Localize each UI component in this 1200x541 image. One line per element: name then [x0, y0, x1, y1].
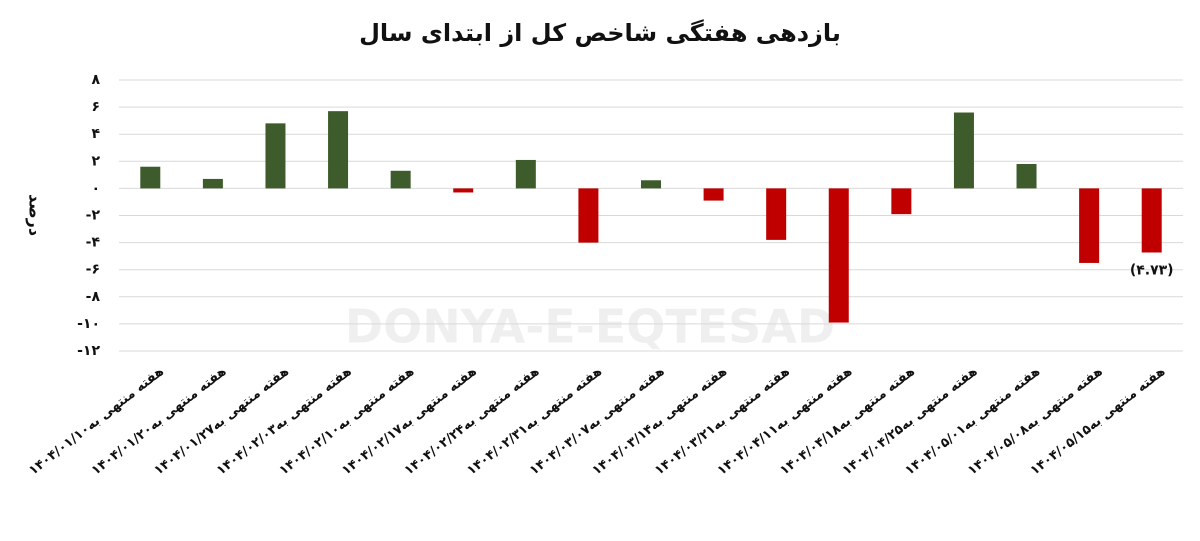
bar: [265, 123, 286, 189]
y-tick-label: ۲: [91, 153, 100, 169]
y-tick-label: -۶: [86, 262, 100, 278]
bar: [390, 170, 411, 189]
bar: [766, 188, 787, 240]
bar: [1079, 188, 1100, 263]
bar: [140, 166, 161, 189]
y-tick-label: -۲: [86, 208, 101, 224]
y-axis-title: درصد: [26, 194, 45, 236]
bar: [453, 188, 474, 193]
y-tick-label: -۱۲: [77, 343, 100, 359]
data-label: (۴.۷۳): [1130, 262, 1174, 278]
bar: [641, 180, 661, 189]
bar: [703, 188, 724, 201]
y-tick-label: -۴: [86, 235, 101, 251]
y-tick-label: ۶: [91, 99, 100, 115]
y-tick-label: -۱۰: [77, 316, 100, 332]
bar: [515, 159, 536, 189]
bar: [202, 178, 223, 189]
bar: [891, 188, 912, 215]
bar: [828, 188, 849, 323]
bar: [578, 188, 599, 243]
chart-title: بازدهی هفتگی شاخص کل از ابتدای سال: [359, 19, 841, 47]
bar: [1141, 188, 1162, 253]
bar: [1016, 164, 1037, 189]
watermark: DONYA-E-EQTESAD: [345, 300, 835, 354]
y-tick-label: ۴: [91, 126, 100, 142]
bar: [328, 111, 349, 189]
bar: [953, 112, 974, 189]
y-tick-label: ۸: [91, 72, 100, 88]
y-tick-label: ۰: [91, 180, 100, 196]
y-tick-label: -۸: [86, 289, 101, 305]
